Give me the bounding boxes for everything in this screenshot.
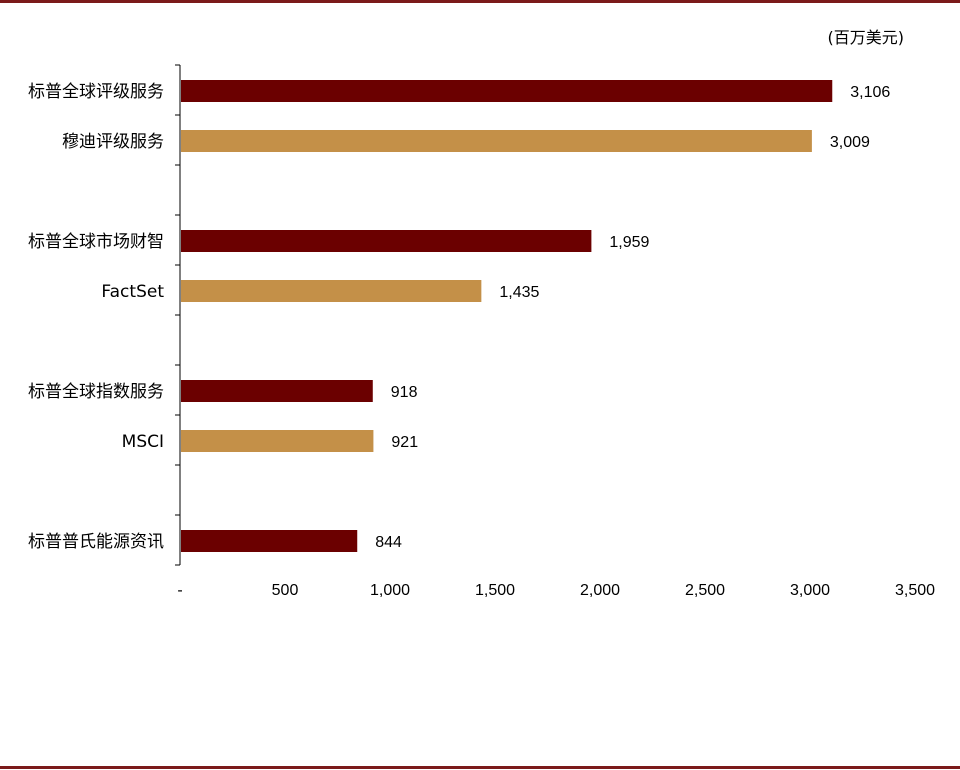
bar: [181, 530, 358, 552]
data-label: 844: [375, 534, 402, 551]
x-tick-label: 3,500: [895, 582, 935, 599]
data-label: 1,435: [499, 284, 539, 301]
category-label: 标普全球指数服务: [28, 382, 164, 402]
x-tick-label: -: [177, 582, 182, 599]
bars-layer: [181, 80, 833, 552]
category-label: 标普全球评级服务: [28, 82, 164, 102]
data-label: 1,959: [609, 234, 649, 251]
x-tick-label: 1,500: [475, 582, 515, 599]
data-label: 921: [391, 434, 418, 451]
category-label: 穆迪评级服务: [62, 132, 164, 152]
category-label: FactSet: [101, 282, 164, 302]
x-tick-label: 3,000: [790, 582, 830, 599]
category-label: 标普普氏能源资讯: [28, 532, 164, 552]
x-tick-label: 2,500: [685, 582, 725, 599]
data-label: 3,009: [830, 134, 870, 151]
x-tick-label: 500: [272, 582, 299, 599]
unit-label: (百万美元): [827, 28, 905, 47]
data-label: 3,106: [850, 84, 890, 101]
axis-layer: 标普全球评级服务 3,106 穆迪评级服务 3,009 标普全球市场财智 1,959 Fac…: [28, 64, 935, 599]
data-label: 918: [391, 384, 418, 401]
x-tick-label: 1,000: [370, 582, 410, 599]
bar: [181, 380, 373, 402]
bar: [181, 430, 374, 452]
x-tick-label: 2,000: [580, 582, 620, 599]
bar: [181, 230, 592, 252]
category-label: 标普全球市场财智: [28, 232, 164, 252]
bar: [181, 280, 482, 302]
top-rule: [0, 0, 960, 3]
bar: [181, 80, 833, 102]
bottom-rule: [0, 766, 960, 769]
bar: [181, 130, 812, 152]
category-label: MSCI: [122, 432, 164, 452]
